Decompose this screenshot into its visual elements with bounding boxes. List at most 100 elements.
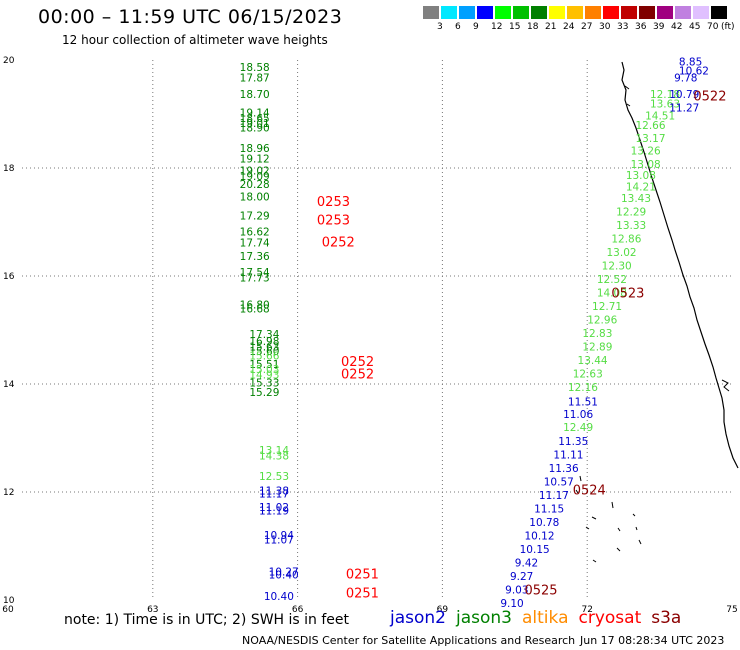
wave-height-value: 17.36 <box>240 251 270 263</box>
wave-height-value: 12.30 <box>602 261 632 273</box>
y-tick-label: 12 <box>3 488 14 498</box>
wave-height-value: 11.07 <box>264 534 294 546</box>
legend-tick-label: 36 <box>635 22 647 32</box>
x-tick-label: 60 <box>2 605 14 615</box>
wave-height-value: 15.33 <box>249 378 279 390</box>
wave-height-value: 11.35 <box>558 436 588 448</box>
wave-height-value: 18.96 <box>240 143 270 155</box>
y-tick-label: 14 <box>3 380 15 390</box>
satellite-legend-jason3: jason3 <box>456 608 512 628</box>
wave-height-value: 18.58 <box>240 62 270 74</box>
footer-note: note: 1) Time is in UTC; 2) SWH is in fe… <box>64 612 350 628</box>
legend-tick-label: 12 <box>491 22 503 32</box>
wave-height-value: 13.02 <box>607 247 637 259</box>
satellite-legend-jason2: jason2 <box>390 608 446 628</box>
wave-height-value: 12.63 <box>573 369 603 381</box>
wave-height-value: 16.80 <box>240 299 270 311</box>
wave-height-value: 17.34 <box>249 329 279 341</box>
credit-line: NOAA/NESDIS Center for Satellite Applica… <box>242 634 576 647</box>
y-tick-label: 16 <box>3 272 15 282</box>
wave-height-value: 12.49 <box>563 422 593 434</box>
wave-height-value: 18.90 <box>240 122 270 134</box>
pass-label-cryosat: 0251 <box>346 567 379 582</box>
x-tick-label: 66 <box>292 605 304 615</box>
wave-height-value: 10.62 <box>679 66 709 78</box>
y-tick-label: 10 <box>3 596 15 606</box>
wave-height-value: 15.60 <box>249 346 279 358</box>
wave-height-value: 12.16 <box>568 382 598 394</box>
wave-height-value: 13.43 <box>621 193 651 205</box>
wave-height-value: 9.42 <box>515 558 538 570</box>
legend-tick-label: 21 <box>545 22 557 32</box>
legend-swatch <box>531 6 547 19</box>
wave-height-value: 12.66 <box>635 120 665 132</box>
wave-height-value: 13.08 <box>631 159 661 171</box>
legend-swatch <box>441 6 457 19</box>
pass-label-s3a: 0525 <box>524 584 557 599</box>
pass-label-s3a: 0523 <box>611 287 644 302</box>
pass-label-cryosat: 0252 <box>341 368 374 383</box>
y-tick-label: 18 <box>3 164 15 174</box>
legend-swatch <box>513 6 529 19</box>
legend-tick-label: 45 <box>689 22 701 32</box>
wave-height-value: 11.19 <box>259 506 289 518</box>
legend-swatch <box>495 6 511 19</box>
legend-tick-label: 15 <box>509 22 521 32</box>
legend-swatch <box>567 6 583 19</box>
wave-height-value: 11.27 <box>669 102 699 114</box>
legend-swatch <box>693 6 709 19</box>
wave-height-value: 11.15 <box>534 504 564 516</box>
wave-height-value: 12.83 <box>582 328 612 340</box>
wave-height-value: 14.51 <box>645 110 675 122</box>
wave-height-value: 18.65 <box>240 113 270 125</box>
legend-swatch <box>657 6 673 19</box>
pass-label-cryosat: 0252 <box>341 355 374 370</box>
legend-swatch <box>711 6 727 19</box>
wave-height-value: 12.18 <box>650 89 680 101</box>
wave-height-value: 12.86 <box>611 234 641 246</box>
wave-height-value: 11.06 <box>563 409 593 421</box>
legend-tick-label: 30 <box>599 22 611 32</box>
y-axis-ticks: 10 12 14 16 18 20 <box>3 56 15 606</box>
legend-tick-label: 42 <box>671 22 683 32</box>
wave-height-value: 10.27 <box>269 567 299 579</box>
wave-height-value: 16.68 <box>240 304 270 316</box>
wave-height-value: 20.28 <box>240 179 270 191</box>
wave-height-value: 14.21 <box>626 182 656 194</box>
legend-swatch <box>585 6 601 19</box>
wave-height-value: 10.78 <box>529 517 559 529</box>
wave-height-value: 10.15 <box>520 544 550 556</box>
wave-height-value: 13.63 <box>650 99 680 111</box>
legend-tick-label: 9 <box>473 22 479 32</box>
coastline-detail <box>624 85 730 392</box>
wave-height-value: 15.51 <box>249 359 279 371</box>
wave-height-value: 11.51 <box>568 397 598 409</box>
wave-height-value: 15.29 <box>249 387 279 399</box>
satellite-legend-cryosat: cryosat <box>578 608 642 628</box>
wave-height-value: 17.54 <box>240 267 270 279</box>
grid-lines <box>22 60 732 600</box>
wave-height-value: 10.94 <box>264 530 294 542</box>
wave-height-value: 11.02 <box>259 502 289 514</box>
wave-height-value: 13.14 <box>259 445 289 457</box>
wave-height-value: 10.40 <box>264 591 294 603</box>
wave-height-value: 15.63 <box>249 342 279 354</box>
wave-height-value: 10.57 <box>544 477 574 489</box>
wave-height-value: 11.17 <box>539 490 569 502</box>
wave-height-value: 9.27 <box>510 571 533 583</box>
wave-height-value: 17.29 <box>240 210 270 222</box>
page-title: 00:00 – 11:59 UTC 06/15/2023 <box>38 6 343 28</box>
wave-height-value: 12.29 <box>616 207 646 219</box>
x-tick-label: 75 <box>726 605 737 615</box>
pass-label-cryosat: 0252 <box>322 235 355 250</box>
wave-height-value: 17.87 <box>240 73 270 85</box>
wave-height-value: 13.33 <box>616 220 646 232</box>
wave-height-value: 12.96 <box>587 315 617 327</box>
timestamp: Jun 17 08:28:34 UTC 2023 <box>580 634 725 647</box>
wave-height-value: 9.10 <box>500 598 523 610</box>
wave-height-value: 17.74 <box>240 237 270 249</box>
x-tick-label: 69 <box>437 605 449 615</box>
wave-height-value: 14.38 <box>259 451 289 463</box>
